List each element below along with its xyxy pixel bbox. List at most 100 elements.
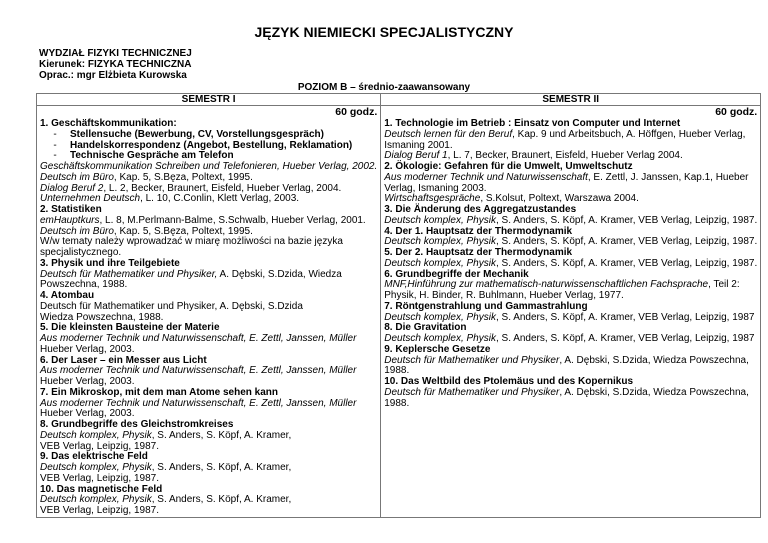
book-title: Deutsch komplex, Physik bbox=[40, 429, 152, 441]
document-title: JĘZYK NIEMIECKI SPECJALISTYCZNY bbox=[254, 24, 514, 40]
text-segment: , S.Kolsut, Poltext, Warszawa 2004. bbox=[480, 193, 639, 205]
text-segment: 3. Physik und ihre Teilgebiete bbox=[40, 257, 180, 269]
reference-line: 1988. bbox=[384, 365, 757, 377]
text-segment: , A. Dębski, S.Dzida, Wiedza Powszechna, bbox=[559, 386, 749, 398]
topic-heading: 3. Die Änderung des Aggregatzustandes bbox=[384, 204, 757, 216]
text-segment: 9. Keplersche Gesetze bbox=[384, 343, 491, 355]
text-segment: Wiedza Powszechna, 1988. bbox=[40, 311, 164, 323]
text-segment: , S. Anders, S. Köpf, A. Kramer, bbox=[151, 429, 292, 441]
text-segment: 10. Das magnetische Feld bbox=[40, 483, 163, 495]
faculty: WYDZIAŁ FIZYKI TECHNICZNEJ bbox=[39, 48, 192, 59]
text-segment: Ismaning 2001. bbox=[384, 139, 453, 151]
text-segment: , L. 8, M.Perlmann-Balme, S.Schwalb, Hue… bbox=[99, 214, 366, 226]
book-title: Deutsch komplex, Physik bbox=[384, 311, 496, 323]
direction: Kierunek: FIZYKA TECHNICZNA bbox=[39, 59, 192, 70]
level-heading: POZIOM B – średnio-zaawansowany bbox=[297, 82, 471, 93]
reference-line: W/w tematy należy wprowadzać w miarę moż… bbox=[40, 236, 377, 248]
text-segment: A. Dębski, S.Dzida, Wiedza bbox=[217, 268, 342, 280]
topic-heading: 8. Grundbegriffe des Gleichstromkreises bbox=[40, 419, 377, 431]
topic-heading: 2. Ökologie: Gefahren für die Umwelt, Um… bbox=[384, 161, 757, 173]
text-segment: 6. Grundbegriffe der Mechanik bbox=[384, 268, 529, 280]
reference-line: Hueber Verlag, 2003. bbox=[40, 343, 377, 356]
text-segment: , L. 7, Becker, Braunert, Eisfeld, Huebe… bbox=[447, 150, 683, 162]
author: Oprac.: mgr Elżbieta Kurowska bbox=[39, 70, 187, 81]
book-title: MNF,Hinführung zur mathematisch-naturwis… bbox=[384, 279, 709, 291]
reference-line: MNF,Hinführung zur mathematisch-naturwis… bbox=[384, 279, 757, 291]
text-segment: 1988. bbox=[384, 397, 410, 409]
reference-line: emHauptkurs, L. 8, M.Perlmann-Balme, S.S… bbox=[40, 214, 377, 227]
reference-line: Deutsch im Büro, Kap. 5, S.Bęza, Poltext… bbox=[40, 225, 377, 238]
topic-heading: 1. Technologie im Betrieb : Einsatz von … bbox=[384, 118, 757, 130]
semester-2-column: 60 godz. 1. Technologie im Betrieb : Ein… bbox=[380, 105, 762, 518]
reference-line: Verlag, Ismaning 2003. bbox=[384, 182, 757, 195]
topic-heading: 4. Der 1. Hauptsatz der Thermodynamik bbox=[384, 226, 757, 238]
text-segment: Hueber Verlag, 2003. bbox=[40, 343, 135, 355]
reference-line: Wiedza Powszechna, 1988. bbox=[40, 311, 377, 324]
reference-line: Unternehmen Deutsch, L. 10, C.Conlin, Kl… bbox=[40, 193, 377, 205]
reference-line: Powszechna, 1988. bbox=[40, 279, 377, 291]
bullet-dash-icon: - bbox=[53, 139, 57, 151]
reference-line: Aus moderner Technik und Naturwissenscha… bbox=[40, 365, 377, 377]
text-segment: 1988. bbox=[384, 365, 410, 377]
book-title: Dialog Beruf 1 bbox=[384, 150, 448, 162]
text-segment: 8. Die Gravitation bbox=[384, 322, 467, 334]
book-title: Geschäftskommunikation Schreiben und Tel… bbox=[40, 161, 378, 172]
reference-line: Deutsch für Mathematiker und Physiker, A… bbox=[384, 386, 757, 399]
book-title: Deutsch lernen für den Beruf bbox=[384, 128, 513, 140]
book-title: Wirtschaftsgespräche bbox=[384, 193, 481, 205]
semester-2-header: SEMESTR II bbox=[380, 93, 762, 106]
reference-line: Deutsch komplex, Physik, S. Anders, S. K… bbox=[384, 333, 757, 345]
topic-heading: 9. Keplersche Gesetze bbox=[384, 343, 757, 356]
book-title: Deutsch für Mathematiker und Physiker, bbox=[40, 268, 218, 280]
topic-heading: 6. Der Laser – ein Messer aus Licht bbox=[40, 355, 377, 367]
book-title: Deutsch komplex, Physik bbox=[384, 236, 496, 248]
text-segment: , L. 2, Becker, Braunert, Eisfeld, Huebe… bbox=[103, 182, 342, 194]
text-segment: , E. Zettl, J. Janssen, Kap.1, Hueber bbox=[587, 171, 749, 183]
text-segment: Powszechna, 1988. bbox=[40, 279, 128, 291]
topic-heading: 6. Grundbegriffe der Mechanik bbox=[384, 268, 757, 281]
reference-line: Ismaning 2001. bbox=[384, 139, 757, 152]
text-segment: , Teil 2: bbox=[708, 279, 740, 291]
text-segment: Hueber Verlag, 2003. bbox=[40, 376, 135, 387]
text-segment: 10. Das Weltbild des Ptolemäus und des K… bbox=[384, 376, 634, 387]
text-segment: , S. Anders, S. Köpf, A. Kramer, VEB Ver… bbox=[495, 214, 758, 226]
text-segment: 7. Röntgenstrahlung und Gammastrahlung bbox=[384, 300, 588, 312]
reference-line: Deutsch komplex, Physik, S. Anders, S. K… bbox=[40, 494, 377, 506]
book-title: Dialog Beruf 2 bbox=[40, 182, 104, 194]
topic-heading: 7. Ein Mikroskop, mit dem man Atome sehe… bbox=[40, 387, 377, 399]
text-segment: 3. Die Änderung des Aggregatzustandes bbox=[384, 204, 577, 215]
topic-subitem: - Stellensuche (Bewerbung, CV, Vorstellun… bbox=[40, 129, 377, 141]
semester-1-column: 60 godz. 1. Geschäftskommunikation: - Stel… bbox=[35, 105, 382, 518]
book-title: Aus moderner Technik und Naturwissenscha… bbox=[40, 333, 357, 344]
reference-line: Geschäftskommunikation Schreiben und Tel… bbox=[40, 161, 378, 173]
topic-heading: 5. Die kleinsten Bausteine der Materie bbox=[40, 322, 377, 334]
text-segment: Deutsch für Mathematiker und Physiker, A… bbox=[40, 300, 303, 312]
reference-line: VEB Verlag, Leipzig, 1987. bbox=[40, 505, 377, 517]
text-segment: , S. Anders, S. Köpf, A. Kramer, bbox=[151, 494, 292, 506]
book-title: Deutsch komplex, Physik bbox=[384, 214, 496, 226]
topic-subitem: - Handelskorrespondenz (Angebot, Bestellu… bbox=[40, 139, 377, 152]
semester-2-hours: 60 godz. bbox=[715, 106, 758, 118]
book-title: Deutsch komplex, Physik bbox=[384, 333, 496, 344]
text-segment: 8. Grundbegriffe des Gleichstromkreises bbox=[40, 419, 234, 430]
book-title: Deutsch im Büro bbox=[40, 171, 114, 183]
text-segment: 9. Das elektrische Feld bbox=[40, 451, 148, 463]
book-title: emHauptkurs bbox=[40, 214, 100, 226]
book-title: Deutsch im Büro bbox=[40, 225, 114, 237]
text-segment: Hueber Verlag, 2003. bbox=[40, 408, 135, 420]
text-segment: VEB Verlag, Leipzig, 1987. bbox=[40, 440, 159, 452]
book-title: Aus moderner Technik und Naturwissenscha… bbox=[40, 397, 357, 409]
document-meta: WYDZIAŁ FIZYKI TECHNICZNEJ Kierunek: FIZ… bbox=[39, 48, 192, 81]
topic-heading: 2. Statistiken bbox=[40, 204, 377, 216]
text-segment: , S. Anders, S. Köpf, A. Kramer, VEB Ver… bbox=[495, 333, 755, 344]
text-segment: , L. 10, C.Conlin, Klett Verlag, 2003. bbox=[140, 193, 300, 205]
topic-heading: 10. Das Weltbild des Ptolemäus und des K… bbox=[384, 376, 757, 388]
text-segment: Verlag, Ismaning 2003. bbox=[384, 182, 487, 194]
text-segment: , S. Anders, S. Köpf, A. Kramer, VEB Ver… bbox=[495, 311, 755, 323]
reference-line: Hueber Verlag, 2003. bbox=[40, 376, 377, 388]
reference-line: Aus moderner Technik und Naturwissenscha… bbox=[384, 171, 757, 184]
text-segment: , S. Anders, S. Köpf, A. Kramer, VEB Ver… bbox=[495, 257, 758, 269]
text-segment: specjalistycznego. bbox=[40, 247, 122, 258]
text-segment: 2. Statistiken bbox=[40, 204, 102, 215]
topic-heading: 5. Der 2. Hauptsatz der Thermodynamik bbox=[384, 247, 757, 259]
